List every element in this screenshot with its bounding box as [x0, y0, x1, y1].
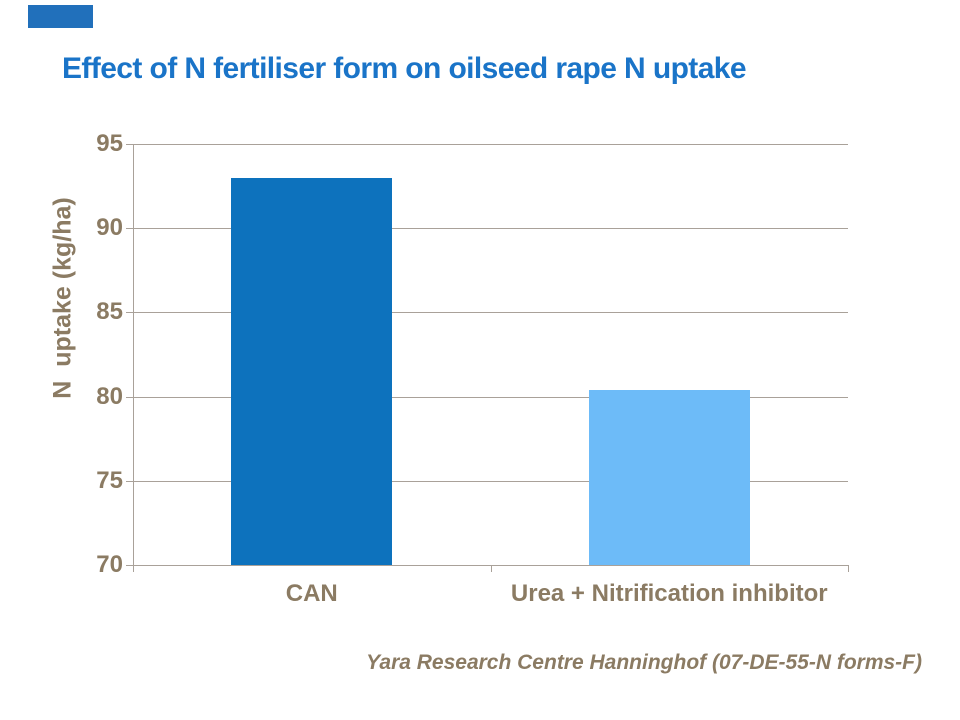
gridline-75 — [133, 480, 848, 482]
y-tick-mark-80 — [126, 396, 133, 398]
y-tick-label-75: 75 — [96, 466, 123, 494]
gridline-90 — [133, 228, 848, 230]
x-tick-mark-1 — [490, 565, 492, 572]
bar-can — [231, 177, 393, 565]
x-category-label-1: CAN — [285, 580, 338, 607]
y-tick-label-80: 80 — [96, 382, 123, 410]
bar-urea-nitrification-inhibitor — [588, 389, 750, 565]
y-tick-mark-75 — [126, 480, 133, 482]
y-tick-label-70: 70 — [96, 551, 123, 578]
x-tick-mark-2 — [848, 565, 849, 572]
gridline-85 — [133, 312, 848, 314]
y-tick-label-85: 85 — [96, 298, 123, 326]
y-tick-label-95: 95 — [96, 130, 123, 157]
x-category-label-2: Urea + Nitrification inhibitor — [510, 580, 828, 607]
footer-credit: Yara Research Centre Hanninghof (07-DE-5… — [366, 651, 922, 674]
gridline-80 — [133, 396, 848, 398]
y-tick-mark-85 — [126, 312, 133, 314]
gridline-95 — [133, 144, 848, 145]
y-tick-mark-95 — [126, 144, 133, 145]
brand-accent-rect — [28, 5, 93, 28]
y-tick-mark-90 — [126, 228, 133, 230]
y-axis-title: N uptake (kg/ha) — [48, 197, 77, 399]
y-axis-line — [133, 144, 134, 565]
y-tick-mark-70 — [126, 565, 133, 566]
y-tick-label-90: 90 — [96, 214, 123, 242]
x-tick-mark-0 — [133, 565, 134, 572]
chart-title: Effect of N fertiliser form on oilseed r… — [62, 52, 747, 85]
